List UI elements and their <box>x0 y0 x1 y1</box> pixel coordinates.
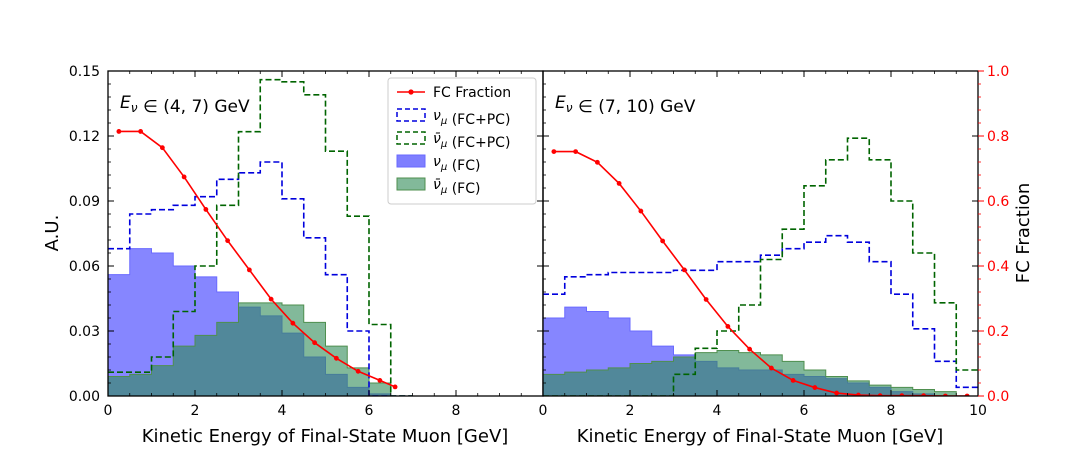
fc-fraction-point <box>747 346 753 352</box>
fc-fraction-point <box>268 296 274 302</box>
x-tick-label: 0 <box>539 403 548 419</box>
fc-fraction-point <box>855 392 861 396</box>
fc-fraction-point <box>616 181 622 186</box>
fc-fraction-point <box>573 149 579 155</box>
y-right-tick-label: 0.4 <box>987 259 1009 275</box>
fc-fraction-point <box>812 385 818 390</box>
plot-area <box>108 78 413 396</box>
panel-label: Eν ∈ (7, 10) GeV <box>555 93 696 117</box>
x-tick-label: 8 <box>452 403 461 419</box>
legend-handle-numu-fc <box>396 154 426 168</box>
fc-fraction-point <box>225 238 231 244</box>
y-right-tick-label: 0.0 <box>987 389 1009 405</box>
y-right-tick-label: 0.2 <box>987 324 1009 340</box>
plot-area <box>543 137 978 396</box>
fc-fraction-point <box>246 267 252 273</box>
y-tick-label: 0.09 <box>69 194 100 210</box>
fc-fraction-point <box>899 393 905 396</box>
fc-fraction-line <box>118 130 396 388</box>
fc-fraction-point <box>638 208 644 214</box>
x-tick-label: 4 <box>713 403 722 419</box>
x-axis-label-right: Kinetic Energy of Final-State Muon [GeV] <box>577 426 944 447</box>
fc-fraction-point <box>834 390 840 396</box>
fc-fraction-point <box>377 378 383 383</box>
x-tick-label: 6 <box>800 403 809 419</box>
fc-fraction-point <box>290 320 296 326</box>
legend-label: νμ (FC+PC) <box>433 108 510 128</box>
fc-fraction-point <box>392 384 398 390</box>
x-tick-label: 4 <box>278 403 287 419</box>
x-tick-label: 6 <box>365 403 374 419</box>
fc-fraction-point <box>681 267 687 273</box>
fc-fraction-point <box>159 145 165 151</box>
x-tick-label: 2 <box>626 403 635 419</box>
fc-fraction-point <box>660 238 666 244</box>
legend-handle-numubar-fc <box>396 177 426 191</box>
legend-handle-numubar-total <box>396 131 426 145</box>
numu-total-histogram <box>108 161 413 396</box>
y-tick-label: 0.00 <box>69 389 100 405</box>
fc-fraction-point <box>203 207 209 212</box>
panel-label: Eν ∈ (4, 7) GeV <box>120 93 250 117</box>
fc-fraction-point <box>312 340 318 346</box>
y-tick-label: 0.06 <box>69 259 100 275</box>
x-axis-label-left: Kinetic Energy of Final-State Muon [GeV] <box>142 426 509 447</box>
y-tick-label: 0.15 <box>69 64 100 80</box>
fc-fraction-point <box>594 159 600 165</box>
y-right-tick-label: 0.8 <box>987 129 1009 145</box>
x-tick-label: 8 <box>887 403 896 419</box>
fc-fraction-point <box>921 393 927 396</box>
x-tick-label: 0 <box>104 403 113 419</box>
legend-handle-fc-point <box>408 89 414 95</box>
legend-handle-numu-total <box>396 108 426 122</box>
fc-fraction-point <box>768 365 774 371</box>
fc-fraction-point <box>116 129 122 134</box>
fc-fraction-point <box>790 378 796 383</box>
fc-fraction-point <box>138 129 144 134</box>
fc-fraction-point <box>355 368 361 374</box>
numubar-fc-histogram <box>543 350 978 396</box>
right-panel: 0 2 4 6 8 100.0 0.2 0.4 0.6 0.8 1.0 Eν ∈ (7, 10) Ge… <box>539 64 1010 419</box>
left-panel: 0 2 4 6 8 0.00 0.03 0.06 0.09 0.12 0.15 Eν ∈ (4, 7)… <box>69 64 544 419</box>
y-axis-label-right: FC Fraction <box>1013 183 1034 284</box>
legend-label: ν̄μ (FC+PC) <box>433 131 510 151</box>
y-right-tick-label: 1.0 <box>987 64 1009 80</box>
y-tick-label: 0.12 <box>69 129 100 145</box>
fc-fraction-point <box>725 324 731 329</box>
y-axis-label-left: A.U. <box>42 215 63 252</box>
x-tick-label: 10 <box>969 403 987 419</box>
fc-fraction-point <box>703 297 709 302</box>
axes-text: A.U. FC Fraction Kinetic Energy of Final… <box>42 183 1034 447</box>
y-tick-label: 0.03 <box>69 324 100 340</box>
y-right-tick-label: 0.6 <box>987 194 1009 210</box>
fc-fraction-point <box>333 355 339 361</box>
fc-fraction-point <box>877 393 883 396</box>
fc-fraction-point <box>551 149 557 155</box>
numubar-total-histogram <box>108 78 413 396</box>
numubar-total-histogram <box>543 137 978 396</box>
legend-label: FC Fraction <box>433 85 511 101</box>
fc-fraction-point <box>181 174 187 180</box>
x-tick-label: 2 <box>191 403 200 419</box>
